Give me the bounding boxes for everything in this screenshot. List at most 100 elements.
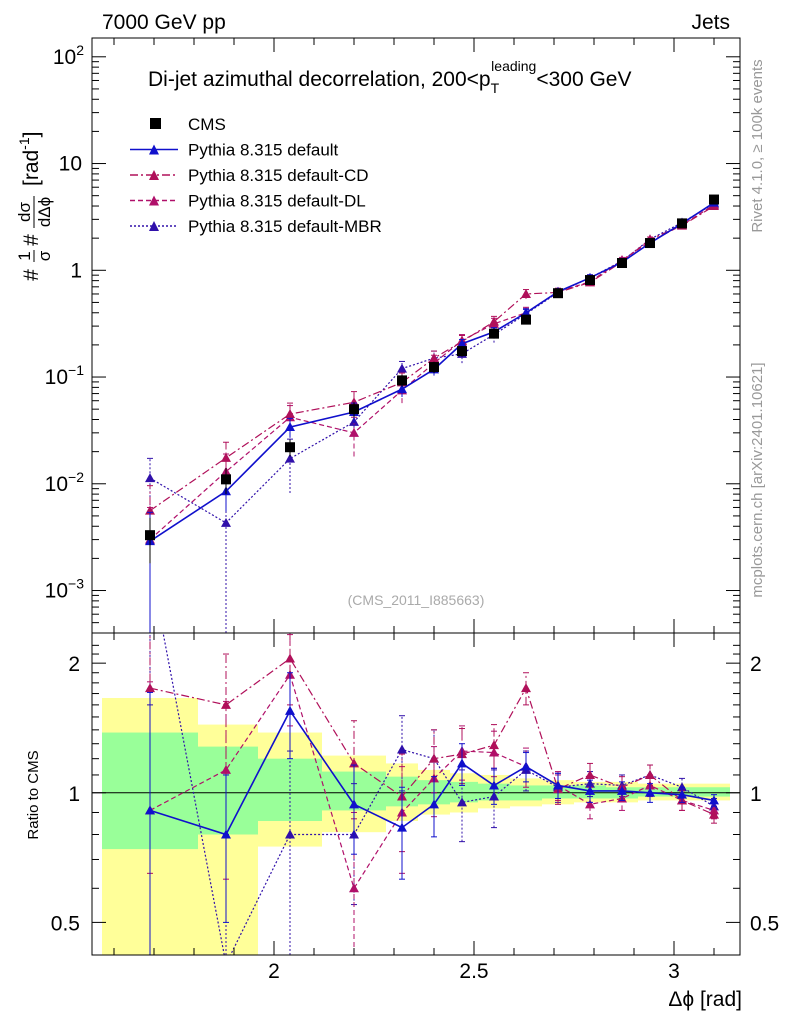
main-panel: 102 10 1 10−1 10−2 10−3 <box>45 37 741 634</box>
plot-title: Di-jet azimuthal decorrelation, 200<pTle… <box>148 58 631 96</box>
point-cms <box>221 474 231 485</box>
x-axis-label: Δϕ [rad] <box>668 988 742 1011</box>
point-cms <box>553 288 563 299</box>
ylabel-frac1-top: 1 <box>15 251 34 260</box>
ratio-point-default <box>457 758 467 768</box>
uncertainty-band-green <box>698 787 730 797</box>
point-default <box>521 307 531 317</box>
point-cms <box>489 328 499 339</box>
point-cms <box>457 346 467 357</box>
ratio-point-cd <box>489 740 499 750</box>
plot-title-suffix: <300 GeV <box>536 68 631 91</box>
point-cd <box>349 397 359 407</box>
point-cd <box>285 409 295 419</box>
plot-title-sup: leading <box>491 58 536 74</box>
ratio-point-cd <box>521 683 531 693</box>
point-default <box>397 384 407 394</box>
point-cms <box>397 375 407 386</box>
ratio-point-default <box>145 805 155 815</box>
analysis-watermark: (CMS_2011_I885663) <box>348 592 485 608</box>
legend-marker-default <box>149 144 159 155</box>
ratio-point-cd <box>429 753 439 763</box>
ratio-y-tick-label-left: 2 <box>68 653 80 676</box>
ratio-line-dl <box>149 673 715 890</box>
ratio-point-cd <box>585 769 595 779</box>
ylabel-unit-sup: -1 <box>16 137 32 150</box>
series-dl <box>145 199 719 633</box>
energy-label: 7000 GeV pp <box>102 11 226 34</box>
ratio-point-cd <box>645 769 655 779</box>
ylabel-frac2-top: dσ <box>15 202 34 222</box>
point-cms <box>145 530 155 541</box>
y-tick-label: 102 <box>53 42 84 69</box>
point-cd <box>489 316 499 326</box>
ratio-y-tick-label-left: 1 <box>68 783 80 806</box>
series-cd <box>145 201 719 569</box>
source-label: mcplots.cern.ch [arXiv:2401.10621] <box>749 362 766 597</box>
legend-label-default: Pythia 8.315 default <box>188 141 339 160</box>
point-cms <box>617 258 627 269</box>
ratio-point-cd <box>145 683 155 693</box>
ratio-point-cd <box>709 809 719 819</box>
series-cms <box>145 194 719 564</box>
ratio-frame <box>91 632 741 956</box>
series-line-dl <box>149 204 715 541</box>
ratio-y-tick-label-right: 2 <box>750 653 762 676</box>
point-cms <box>709 194 719 205</box>
ratio-point-default <box>553 780 563 790</box>
ratio-point-default <box>709 795 719 805</box>
ratio-point-default <box>489 780 499 790</box>
y-tick-label: 10−3 <box>45 576 85 603</box>
point-mbr <box>397 363 407 373</box>
ratio-y-tick-label-left: 0.5 <box>51 912 80 935</box>
ratio-y-tick-label-right: 1 <box>750 783 762 806</box>
ratio-point-default <box>617 785 627 795</box>
point-cd <box>221 452 231 462</box>
ratio-point-default <box>429 799 439 809</box>
legend-label-mbr: Pythia 8.315 default-MBR <box>188 217 382 236</box>
point-cms <box>521 314 531 325</box>
point-mbr <box>221 517 231 527</box>
ylabel-unit-end: ] <box>20 132 43 138</box>
point-cms <box>677 218 687 229</box>
ratio-point-mbr <box>457 797 467 807</box>
series-mbr <box>145 198 719 633</box>
ratio-point-default <box>397 822 407 832</box>
point-cms <box>645 238 655 249</box>
ratio-point-cd <box>285 653 295 663</box>
legend-marker-cd <box>149 170 159 180</box>
point-cms <box>429 362 439 373</box>
ratio-panel: 2 2 1 1 0.5 0.5 2 2.5 3 <box>51 632 779 983</box>
uncertainty-band-green <box>450 781 478 803</box>
main-ylabel: # 1 σ # dσ dΔϕ [rad-1] <box>15 132 54 281</box>
svg-text:[rad-1]: [rad-1] <box>16 132 43 186</box>
plot-title-prefix: Di-jet azimuthal decorrelation, 200<p <box>148 68 491 91</box>
plot-title-sub: T <box>491 80 500 96</box>
point-cms <box>349 404 359 415</box>
legend-marker-cms <box>150 118 161 129</box>
point-cms <box>285 442 295 453</box>
ratio-point-default <box>221 829 231 839</box>
ratio-point-default <box>585 785 595 795</box>
ratio-point-dl <box>585 799 595 809</box>
ratio-point-default <box>285 705 295 715</box>
legend-label-cd: Pythia 8.315 default-CD <box>188 166 369 185</box>
ratio-point-cd <box>221 699 231 709</box>
ylabel-mid: # <box>20 234 43 246</box>
y-tick-label: 10−2 <box>45 469 85 496</box>
point-default <box>457 338 467 348</box>
svg-text:#: # <box>20 269 43 281</box>
series-default <box>145 197 719 633</box>
point-dl <box>349 427 359 437</box>
ylabel-unit: [rad <box>20 150 43 186</box>
legend-label-cms: CMS <box>188 115 226 134</box>
legend: CMS Pythia 8.315 default Pythia 8.315 defa… <box>130 115 382 236</box>
ratio-point-mbr <box>285 829 295 839</box>
ylabel-frac2-bottom: dΔϕ <box>35 197 54 227</box>
ratio-ylabel: Ratio to CMS <box>25 750 42 839</box>
category-label: Jets <box>691 11 730 34</box>
point-cd <box>521 288 531 298</box>
ylabel-frac1-bottom: σ <box>35 250 54 261</box>
ratio-point-default <box>677 789 687 799</box>
